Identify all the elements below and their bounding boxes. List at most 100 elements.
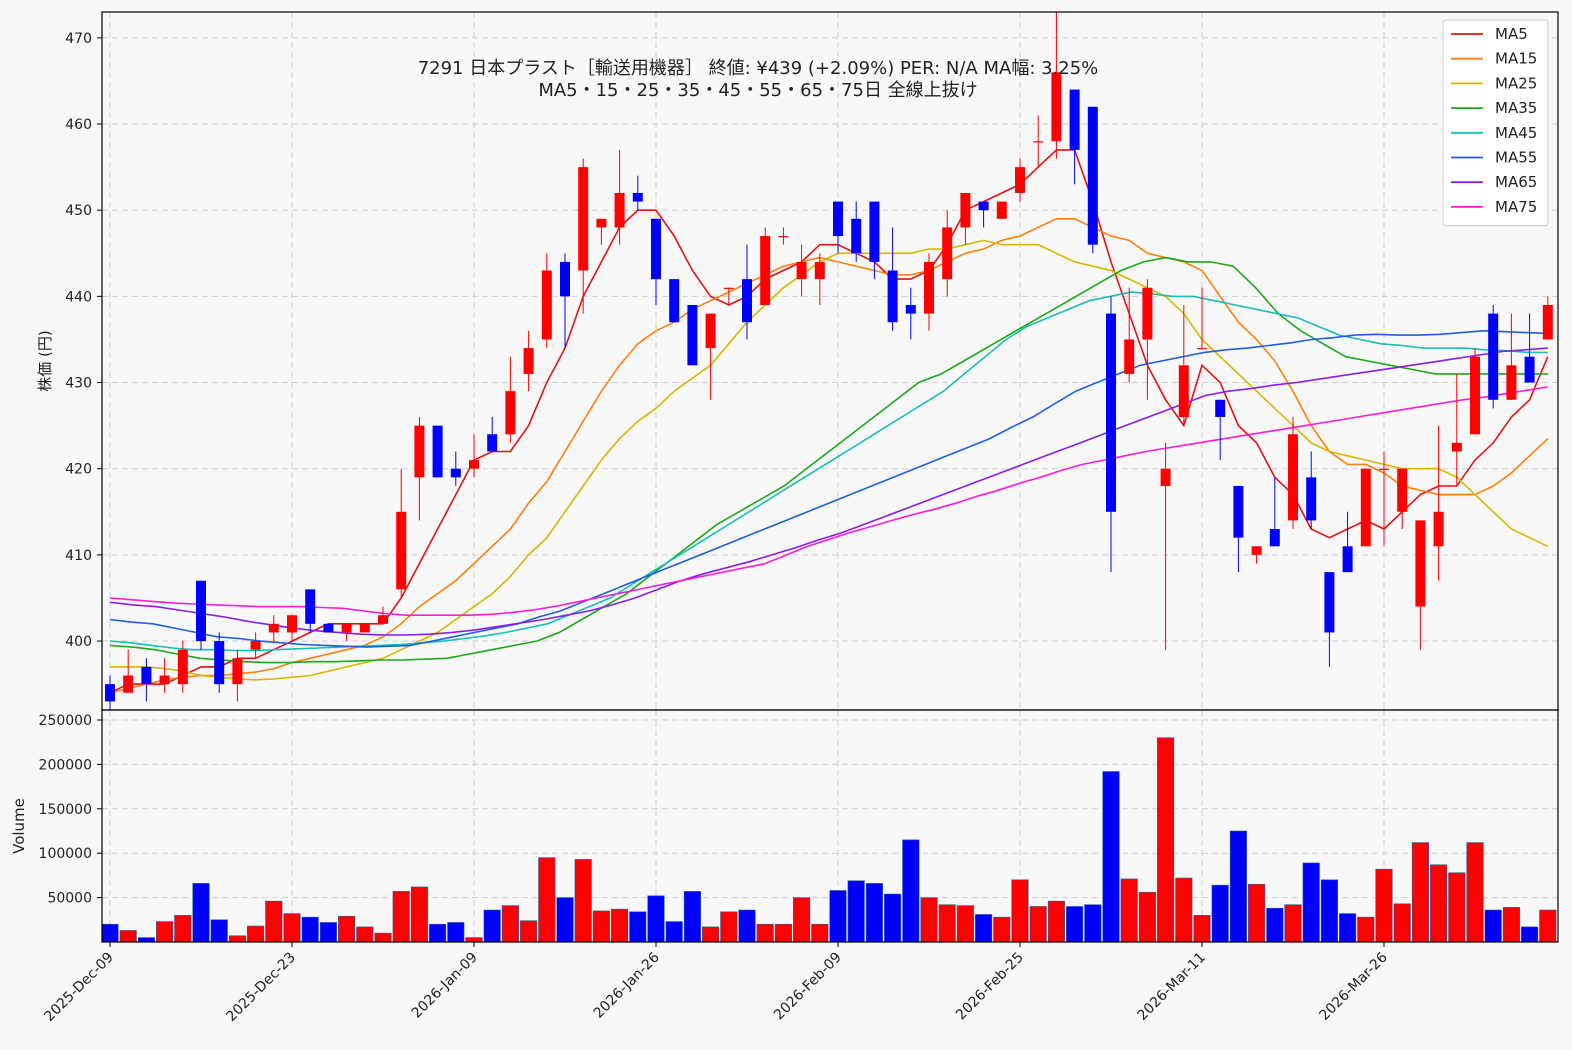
ma-line-ma15 [109, 218, 1549, 694]
volume-bar [774, 923, 792, 943]
volume-bar [119, 930, 137, 943]
candle-up [814, 261, 825, 280]
volume-bar [174, 915, 192, 943]
candle-down [560, 261, 570, 297]
volume-bar [1393, 903, 1411, 943]
price-y-tick-label: 460 [65, 117, 92, 133]
volume-bar [265, 900, 283, 943]
volume-bars [101, 737, 1557, 943]
candle-up [1142, 287, 1153, 340]
volume-bar [338, 915, 356, 943]
volume-bar [1266, 907, 1284, 943]
ma-line-ma5 [109, 149, 1549, 694]
volume-bar [1193, 915, 1211, 943]
candle-up [523, 348, 534, 374]
volume-bar [1047, 900, 1065, 943]
candle-up [596, 218, 607, 228]
candle-up [123, 675, 134, 693]
volume-bar [611, 908, 629, 943]
legend-label-ma15: MA15 [1495, 50, 1537, 68]
price-y-tick-label: 400 [65, 634, 92, 650]
volume-bar [683, 891, 701, 943]
candle-up [341, 623, 352, 633]
volume-bar [101, 923, 119, 943]
candle-up [1051, 72, 1062, 142]
volume-bar [1138, 891, 1156, 943]
volume-bar [1484, 909, 1502, 943]
volume-bar [1357, 916, 1375, 943]
volume-bar [1430, 864, 1448, 943]
volume-y-tick-label: 200000 [39, 757, 92, 773]
candle-up [1506, 365, 1517, 400]
candle-up [359, 623, 370, 633]
candle-down [323, 623, 334, 633]
volume-bar [920, 897, 938, 943]
legend-box [1442, 19, 1549, 227]
candle-down [687, 304, 698, 366]
volume-bar [993, 916, 1011, 943]
price-y-tick-label: 450 [65, 203, 92, 219]
candle-down [1269, 529, 1280, 547]
price-y-tick-label: 430 [65, 376, 92, 392]
candle-down [487, 434, 498, 452]
legend-label-ma35: MA35 [1495, 99, 1537, 117]
volume-y-ticks: 50000 100000 150000 200000 250000 [39, 713, 102, 907]
candle-up [541, 270, 552, 340]
volume-bar [665, 921, 683, 943]
candle-down [1306, 477, 1317, 521]
volume-bar [1157, 737, 1175, 943]
volume-bar [793, 897, 811, 943]
candle-down [651, 218, 661, 280]
candle-up [159, 675, 170, 685]
candle-down [669, 279, 680, 323]
price-y-tick-label: 420 [65, 462, 92, 478]
candlesticks [105, 12, 1553, 710]
candle-down [1069, 89, 1080, 150]
volume-bar [1011, 879, 1029, 943]
volume-bar [847, 880, 865, 943]
volume-bar [392, 891, 410, 943]
candle-up [778, 236, 789, 238]
volume-bar [756, 923, 774, 943]
volume-bar [738, 909, 756, 943]
volume-bar [1320, 879, 1338, 943]
volume-bar [629, 911, 647, 943]
candle-up [1124, 339, 1135, 374]
volume-y-tick-label: 250000 [39, 713, 92, 729]
candle-up [396, 511, 407, 590]
volume-bar [1411, 842, 1429, 943]
candle-down [869, 201, 880, 262]
volume-bar [1229, 830, 1247, 943]
volume-bar [210, 919, 228, 943]
volume-bar [574, 859, 592, 943]
volume-bar [192, 883, 210, 943]
volume-bar [137, 937, 155, 943]
volume-bar [465, 937, 483, 943]
candle-down [1524, 356, 1535, 383]
volume-bar [647, 895, 665, 943]
volume-y-tick-label: 100000 [39, 846, 92, 862]
moving-average-lines [109, 149, 1549, 694]
volume-bar [975, 914, 993, 943]
candle-up [287, 615, 297, 633]
candle-down [1106, 313, 1116, 512]
volume-bar [319, 922, 337, 943]
volume-bar [1539, 909, 1557, 943]
volume-bar [592, 910, 610, 943]
candle-up [1033, 141, 1044, 143]
candle-down [1488, 313, 1499, 400]
candle-down [978, 201, 989, 211]
candle-up [796, 261, 807, 280]
candle-up [996, 201, 1007, 219]
volume-bar [483, 909, 501, 943]
volume-bar [228, 935, 246, 943]
candle-up [232, 658, 243, 685]
volume-bar [1029, 906, 1047, 943]
candle-down [214, 641, 225, 685]
volume-bar [538, 857, 556, 943]
volume-bar [247, 925, 265, 943]
candle-up [1197, 348, 1207, 350]
candle-up [268, 623, 279, 633]
price-y-ticks: 400 410 420 430 440 450 460 470 [65, 31, 102, 650]
